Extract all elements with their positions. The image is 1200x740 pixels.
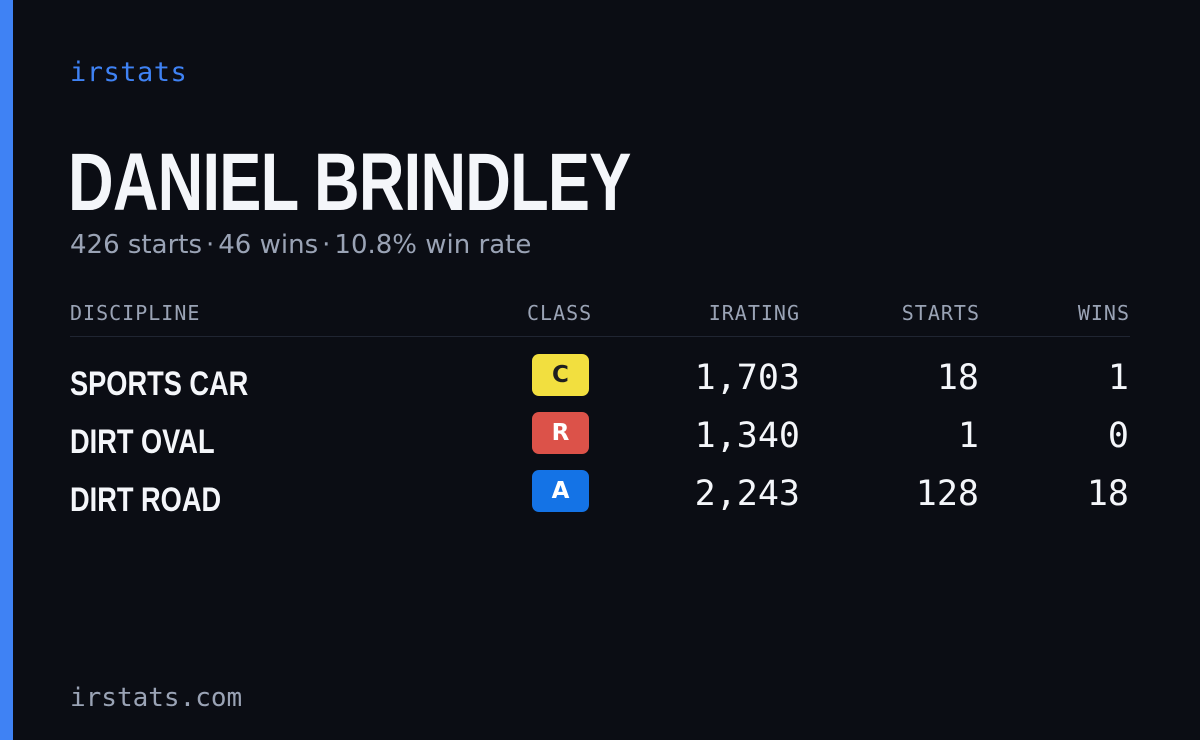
header-irating: IRATING — [708, 301, 800, 325]
row-irating: 1,340 — [694, 416, 800, 456]
row-wins: 1 — [1107, 358, 1129, 398]
header-class: CLASS — [527, 301, 593, 325]
row-starts: 1 — [957, 416, 979, 456]
row-discipline: DIRT ROAD — [70, 481, 222, 519]
row-irating: 2,243 — [694, 474, 800, 514]
footer-domain: irstats.com — [70, 683, 243, 713]
class-badge: A — [532, 470, 589, 512]
row-wins: 18 — [1086, 474, 1129, 514]
accent-bar — [0, 0, 13, 740]
class-badge: C — [532, 354, 589, 396]
summary-separator: · — [206, 230, 215, 260]
summary-wins: 46 wins — [218, 230, 319, 260]
header-wins: WINS — [1077, 301, 1130, 325]
summary-starts: 426 starts — [70, 230, 202, 260]
row-starts: 18 — [936, 358, 979, 398]
row-irating: 1,703 — [694, 358, 800, 398]
row-starts: 128 — [915, 474, 979, 514]
stats-table-header: DISCIPLINE CLASS IRATING STARTS WINS — [70, 300, 1130, 337]
header-discipline: DISCIPLINE — [70, 301, 201, 325]
summary-separator: · — [322, 230, 331, 260]
row-wins: 0 — [1107, 416, 1129, 456]
row-discipline: SPORTS CAR — [70, 365, 249, 403]
table-row: DIRT OVAL R 1,340 1 0 — [70, 408, 1130, 466]
header-starts: STARTS — [901, 301, 980, 325]
class-badge: R — [532, 412, 589, 454]
driver-summary: 426 starts · 46 wins · 10.8% win rate — [70, 228, 531, 262]
row-discipline: DIRT OVAL — [70, 423, 215, 461]
driver-name: DANIEL BRINDLEY — [68, 137, 631, 228]
table-row: DIRT ROAD A 2,243 128 18 — [70, 466, 1130, 524]
brand-logo-text: irstats — [70, 57, 188, 88]
table-row: SPORTS CAR C 1,703 18 1 — [70, 350, 1130, 408]
summary-win-rate: 10.8% win rate — [334, 230, 532, 260]
